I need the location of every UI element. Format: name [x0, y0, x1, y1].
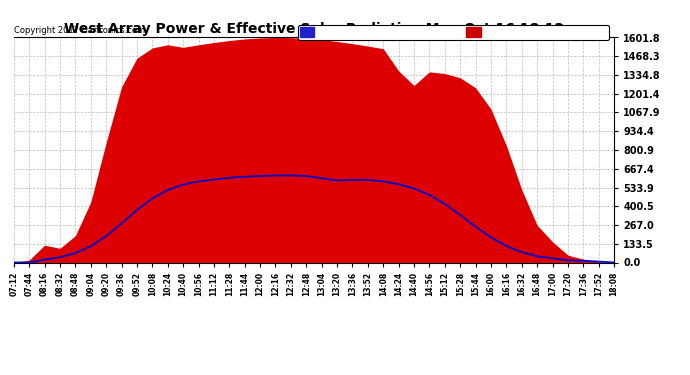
- Text: Copyright 2017 Cartronics.com: Copyright 2017 Cartronics.com: [14, 26, 145, 35]
- Title: West Array Power & Effective Solar Radiation Mon Oct 16 18:12: West Array Power & Effective Solar Radia…: [64, 22, 564, 36]
- Legend: Radiation (Effective w/m2), West Array (DC Watts): Radiation (Effective w/m2), West Array (…: [297, 26, 609, 40]
